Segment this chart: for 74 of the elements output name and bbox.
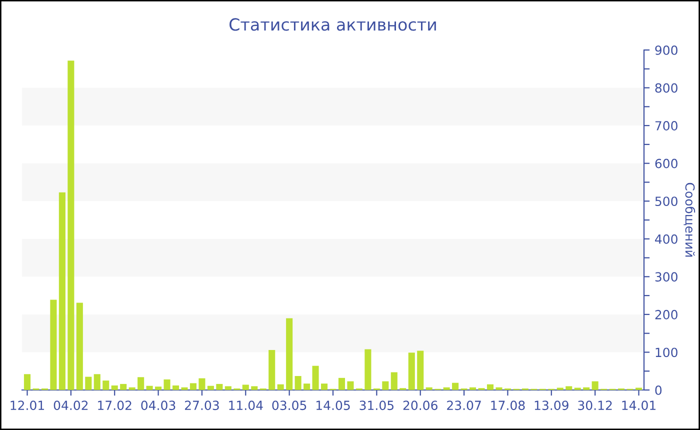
bar xyxy=(68,60,74,390)
y-tick-label: 900 xyxy=(655,45,678,55)
bar xyxy=(76,302,83,390)
bar xyxy=(24,374,31,390)
y-tick-label: 700 xyxy=(655,121,678,130)
bar xyxy=(85,376,92,390)
bar xyxy=(390,372,398,390)
bar xyxy=(172,385,180,390)
bar xyxy=(50,300,57,390)
bar xyxy=(94,374,100,390)
bar xyxy=(58,192,66,390)
y-tick-label: 500 xyxy=(655,196,678,206)
x-tick-label: 04.03 xyxy=(141,400,176,410)
x-tick-label: 04.02 xyxy=(54,400,88,410)
bar xyxy=(207,386,214,390)
x-tick-label: 12.01 xyxy=(10,400,44,410)
bar xyxy=(268,350,276,390)
bar xyxy=(583,387,590,390)
bar xyxy=(155,386,162,390)
bar xyxy=(277,384,284,390)
bar xyxy=(198,378,206,390)
bar xyxy=(146,386,153,390)
bar xyxy=(320,384,328,390)
y-tick-label: 400 xyxy=(655,234,678,244)
bar xyxy=(347,381,354,390)
x-tick-label: 20.06 xyxy=(403,400,438,410)
x-tick-label: 30.12 xyxy=(578,400,612,410)
bar xyxy=(111,385,118,390)
bar xyxy=(251,386,258,390)
x-tick-label: 14.05 xyxy=(316,400,350,410)
y-tick-label: 300 xyxy=(655,272,678,282)
bar xyxy=(304,384,310,390)
x-tick-label: 27.03 xyxy=(184,400,219,410)
bar xyxy=(452,382,459,390)
chart-title: Статистика активности xyxy=(230,18,436,31)
bar xyxy=(164,379,170,390)
x-tick-label: 17.02 xyxy=(98,400,132,410)
bar xyxy=(312,366,319,390)
bar xyxy=(443,387,450,390)
bar xyxy=(216,384,223,390)
bar xyxy=(566,386,572,390)
bar xyxy=(294,376,302,390)
x-tick-label: 03.05 xyxy=(272,400,306,410)
x-tick-label: 11.04 xyxy=(229,400,263,410)
bar xyxy=(242,384,249,390)
bar xyxy=(382,381,389,390)
bar xyxy=(190,383,196,390)
bar xyxy=(224,386,232,390)
x-tick-label: 31.05 xyxy=(360,400,394,410)
x-tick-label: 17.08 xyxy=(491,400,525,410)
bar xyxy=(592,381,598,390)
bar xyxy=(128,387,136,390)
bar xyxy=(408,352,415,390)
bar xyxy=(338,378,346,390)
bar xyxy=(364,349,372,390)
bar xyxy=(181,387,188,390)
y-tick-label: 100 xyxy=(656,348,678,358)
x-tick-label: 14.01 xyxy=(622,400,656,410)
bar xyxy=(496,387,502,390)
bar xyxy=(426,387,432,390)
bar xyxy=(417,350,424,390)
y-tick-label: 600 xyxy=(655,158,678,168)
bar xyxy=(486,384,494,390)
y-tick-label: 200 xyxy=(655,310,678,320)
y-axis-title: Сообщений xyxy=(684,182,696,257)
bar xyxy=(120,384,127,390)
y-tick-label: 800 xyxy=(655,83,678,93)
bar xyxy=(138,377,144,390)
x-tick-label: 13.09 xyxy=(534,400,568,410)
bar xyxy=(102,380,110,390)
y-tick-label: 0 xyxy=(655,385,662,395)
x-tick-label: 23.07 xyxy=(447,400,481,410)
bar xyxy=(286,318,293,390)
bar xyxy=(470,387,476,390)
